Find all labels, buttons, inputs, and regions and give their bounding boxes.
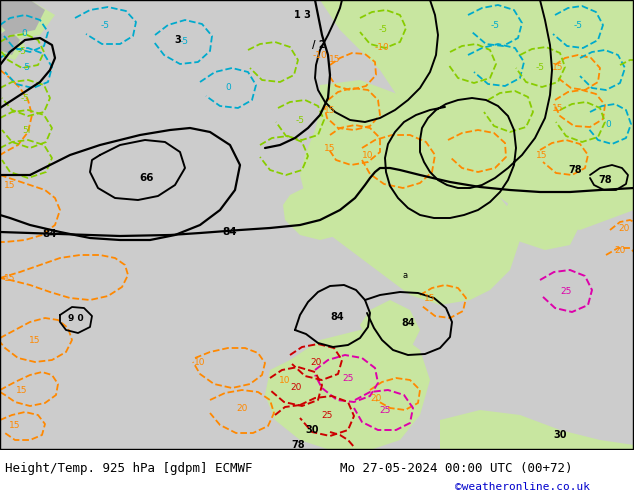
Text: 15: 15	[4, 273, 16, 283]
Text: 20: 20	[614, 245, 626, 254]
Text: 20: 20	[290, 383, 302, 392]
Text: 15: 15	[29, 336, 41, 344]
Text: 9 0: 9 0	[68, 314, 84, 322]
Text: 15: 15	[329, 55, 340, 65]
Text: Height/Temp. 925 hPa [gdpm] ECMWF: Height/Temp. 925 hPa [gdpm] ECMWF	[5, 462, 252, 475]
Text: -5: -5	[295, 116, 304, 124]
Text: 78: 78	[598, 175, 612, 185]
Polygon shape	[0, 30, 25, 60]
Text: -5: -5	[378, 24, 387, 33]
Text: 1 3: 1 3	[294, 10, 311, 20]
Text: 84: 84	[223, 227, 237, 237]
Polygon shape	[0, 0, 20, 25]
Polygon shape	[360, 300, 420, 355]
Text: 25: 25	[342, 373, 354, 383]
Text: 25: 25	[560, 287, 572, 295]
Text: ©weatheronline.co.uk: ©weatheronline.co.uk	[455, 482, 590, 490]
Polygon shape	[320, 0, 634, 230]
Text: 78: 78	[291, 440, 305, 450]
Text: 25: 25	[321, 411, 333, 419]
Polygon shape	[265, 330, 430, 450]
Text: 20: 20	[236, 403, 248, 413]
Text: 84: 84	[330, 312, 344, 322]
Text: 25: 25	[379, 406, 391, 415]
Text: -5: -5	[574, 22, 583, 30]
Text: 15: 15	[552, 64, 564, 73]
Text: 0: 0	[225, 83, 231, 93]
Text: 20: 20	[618, 223, 630, 232]
Text: -5: -5	[536, 63, 545, 72]
Polygon shape	[0, 28, 20, 55]
Text: 84: 84	[401, 318, 415, 328]
Polygon shape	[283, 180, 360, 240]
Text: 5l: 5l	[22, 125, 30, 134]
Text: 15: 15	[10, 420, 21, 430]
Text: 0: 0	[21, 29, 27, 39]
Polygon shape	[500, 195, 580, 250]
Polygon shape	[300, 80, 520, 305]
Polygon shape	[0, 0, 55, 40]
Text: -5: -5	[491, 21, 500, 29]
Text: -5: -5	[179, 38, 188, 47]
Text: 78: 78	[568, 165, 582, 175]
Text: 15: 15	[536, 150, 548, 160]
Polygon shape	[440, 410, 634, 450]
Text: -10: -10	[313, 50, 327, 59]
Text: 15: 15	[552, 103, 564, 113]
Polygon shape	[0, 0, 45, 35]
Text: -5: -5	[22, 64, 30, 73]
Text: 0: 0	[605, 120, 611, 128]
Text: 10: 10	[279, 375, 291, 385]
Text: 3: 3	[174, 35, 181, 45]
Text: / 2: / 2	[312, 40, 326, 50]
Text: 15: 15	[16, 386, 28, 394]
Text: 30: 30	[305, 425, 319, 435]
Text: 15: 15	[424, 294, 436, 302]
Text: 20: 20	[310, 358, 321, 367]
Text: 84: 84	[42, 229, 57, 239]
Text: -5: -5	[20, 94, 30, 102]
Text: Mo 27-05-2024 00:00 UTC (00+72): Mo 27-05-2024 00:00 UTC (00+72)	[340, 462, 573, 475]
Text: 15: 15	[324, 144, 336, 152]
Text: 15: 15	[324, 105, 336, 115]
Text: 10: 10	[194, 358, 206, 367]
Text: -5: -5	[101, 21, 110, 29]
Text: -10: -10	[375, 44, 389, 52]
Text: 20: 20	[370, 393, 382, 402]
Text: a: a	[403, 270, 408, 279]
Text: 10: 10	[362, 150, 374, 160]
Polygon shape	[535, 155, 575, 182]
Text: 15: 15	[4, 180, 16, 190]
Text: 66: 66	[139, 173, 154, 183]
Text: 30: 30	[553, 430, 567, 440]
Text: -5: -5	[18, 48, 27, 56]
